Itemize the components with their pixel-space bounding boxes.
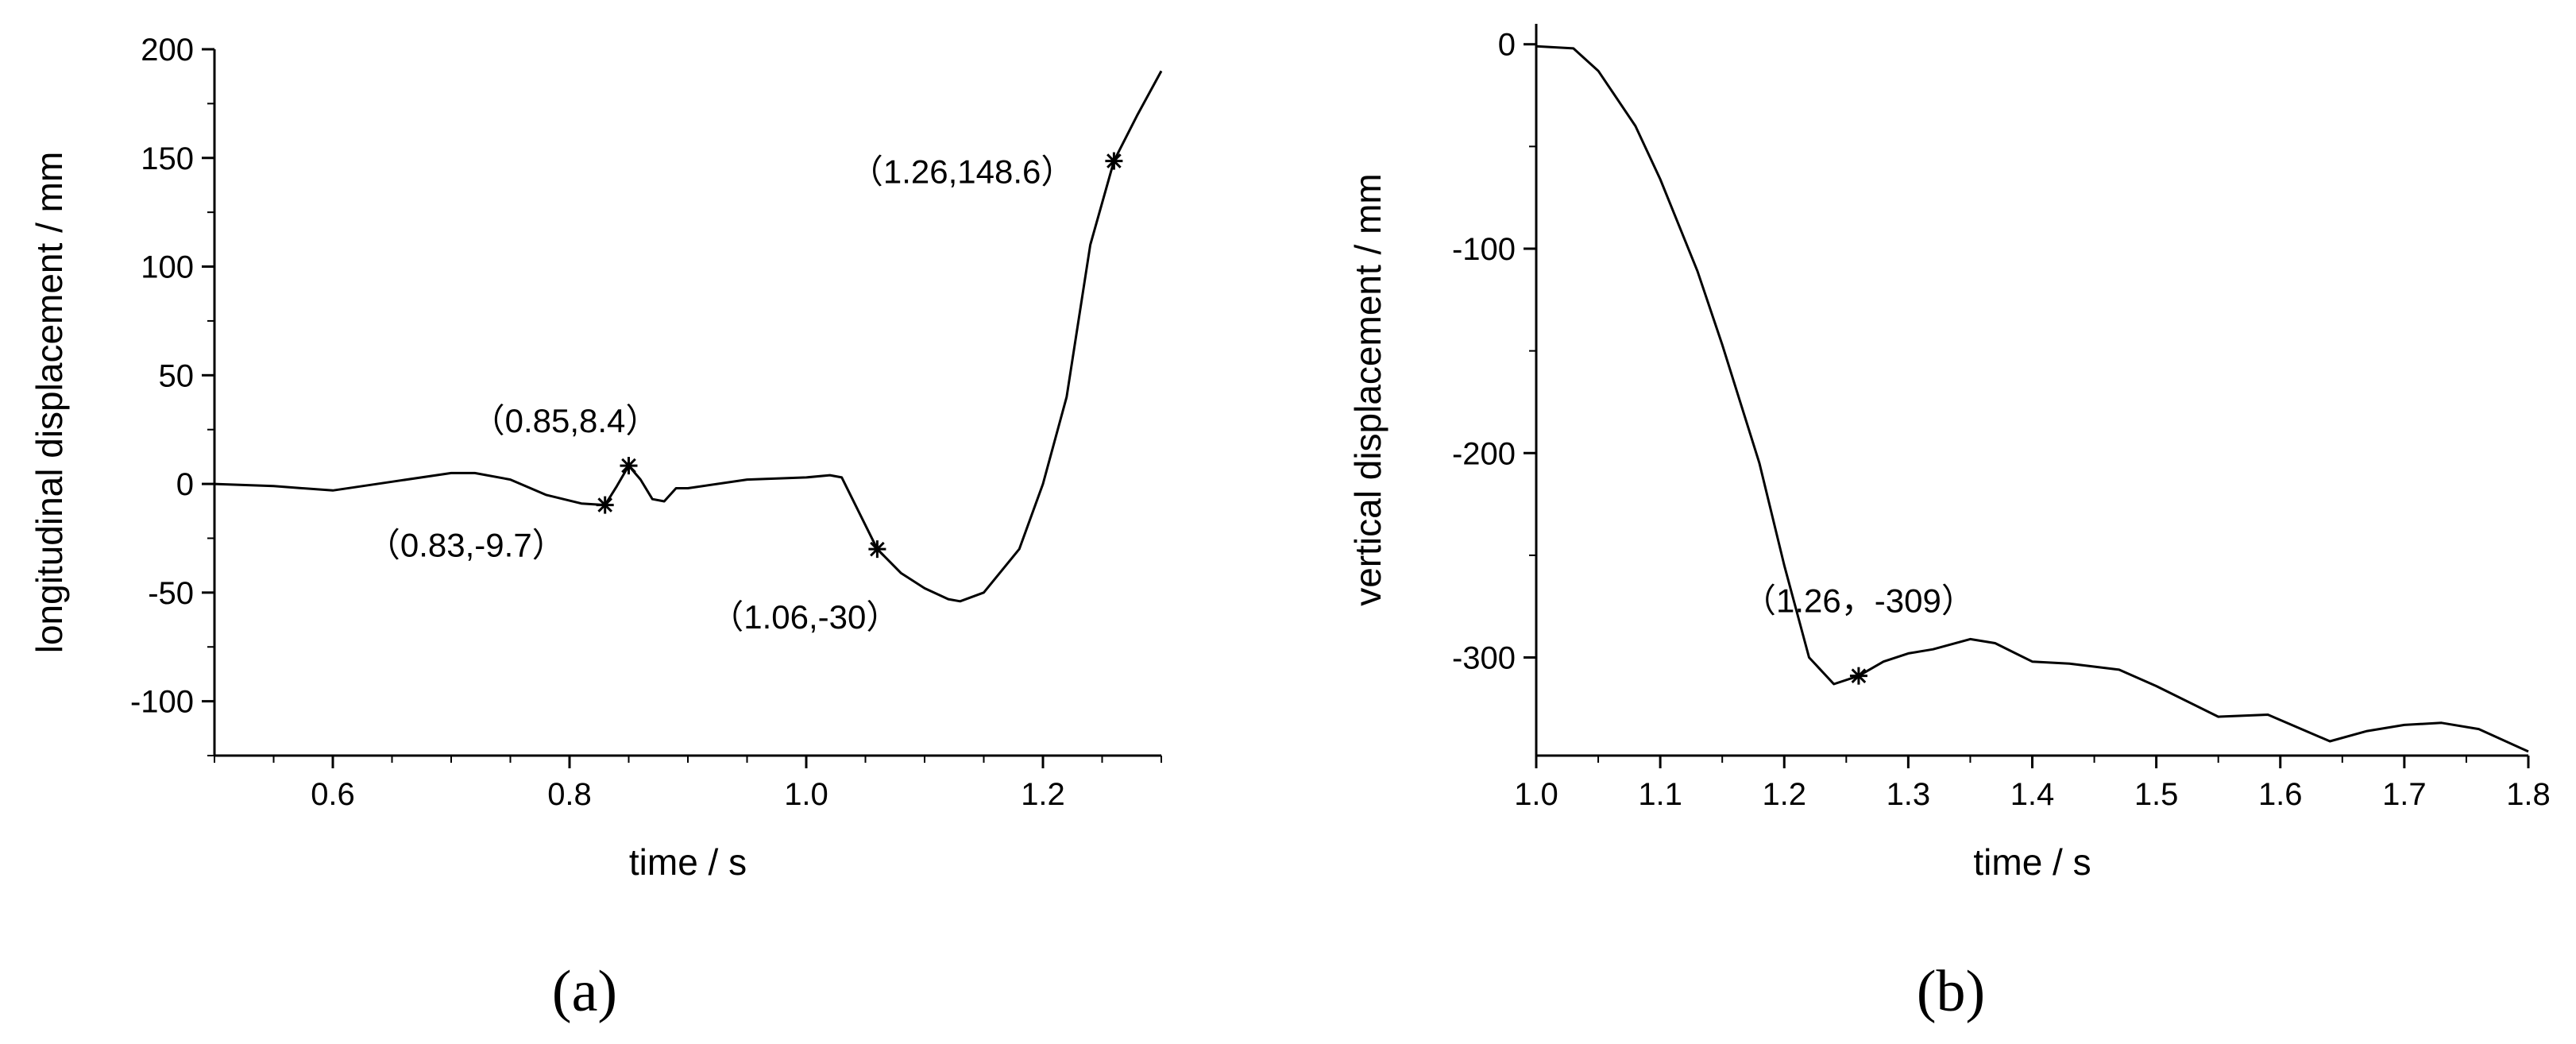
y-tick-label: -100 (130, 685, 194, 720)
data-label: （1.26，-309） (1743, 582, 1975, 620)
y-tick-label: -200 (1452, 436, 1516, 471)
x-tick-label: 1.1 (1638, 777, 1682, 812)
data-label: （1.06,-30） (710, 598, 899, 636)
y-tick-label: -100 (1452, 232, 1516, 267)
panel-label: (b) (1917, 959, 1985, 1024)
x-axis-label: time / s (1973, 841, 2091, 883)
chart-panel-b: 0 -100 -200 -300 1.0 1.1 1.2 1.3 1.4 1.5 1.6 1.7 1.8… (1347, 24, 2551, 1024)
data-label: （1.26,148.6） (850, 153, 1075, 191)
data-label: （0.85,8.4） (472, 402, 659, 439)
x-tick-label: 1.2 (1021, 777, 1065, 812)
y-tick-label: -300 (1452, 641, 1516, 676)
marker-stroke (870, 541, 885, 557)
data-point-marker (868, 540, 886, 559)
x-tick-label: 1.2 (1762, 777, 1806, 812)
marker-stroke (1106, 153, 1122, 168)
x-tick-label: 1.3 (1887, 777, 1931, 812)
data-point-marker (1105, 152, 1123, 170)
marker-stroke (597, 497, 613, 512)
data-label: （0.83,-9.7） (367, 527, 566, 564)
marker-stroke (621, 458, 636, 474)
x-tick-label: 0.6 (311, 777, 355, 812)
x-tick-label: 0.8 (547, 777, 592, 812)
x-tick-label: 1.7 (2382, 777, 2427, 812)
y-tick-label: 0 (176, 467, 194, 502)
y-tick-label: 200 (141, 33, 194, 68)
x-tick-label: 1.5 (2134, 777, 2179, 812)
x-tick-label: 1.0 (784, 777, 828, 812)
data-point-marker (596, 496, 614, 514)
panel-label: (a) (552, 959, 617, 1024)
series-line-0 (1535, 44, 2529, 753)
y-axis-label: longitudinal displacement / mm (29, 152, 70, 654)
x-tick-label: 1.8 (2506, 777, 2551, 812)
chart-panel-a: 200 150 100 50 0 -50 -100 0.6 0.8 1.0 1.2 time / s l… (29, 33, 1163, 1024)
y-tick-label: 0 (1498, 28, 1516, 63)
series-line-0 (214, 70, 1163, 603)
data-point-marker (1849, 667, 1867, 685)
y-tick-label: 50 (159, 358, 195, 393)
y-tick-label: -50 (148, 576, 194, 611)
x-tick-label: 1.6 (2258, 777, 2303, 812)
marker-stroke (1851, 668, 1867, 683)
x-tick-label: 1.0 (1514, 777, 1558, 812)
y-tick-label: 100 (141, 250, 194, 285)
x-axis-label: time / s (629, 841, 747, 883)
data-point-marker (620, 457, 638, 475)
y-axis-label: vertical displacement / mm (1347, 173, 1388, 606)
x-tick-label: 1.4 (2010, 777, 2055, 812)
y-tick-label: 150 (141, 141, 194, 176)
